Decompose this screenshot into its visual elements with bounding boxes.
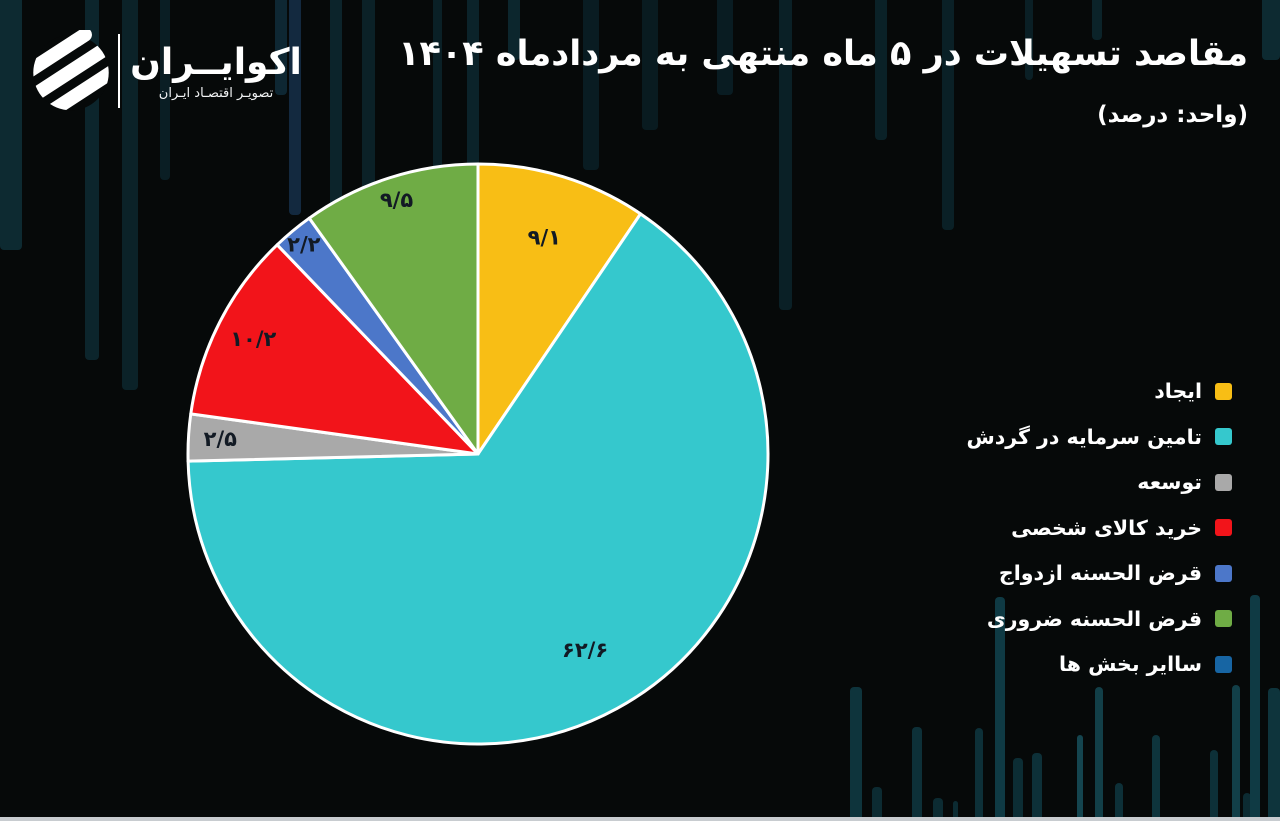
legend-swatch [1215, 655, 1232, 673]
background-bar [975, 728, 983, 821]
background-bar [850, 687, 862, 821]
legend-item: ساایر بخش ها [966, 649, 1232, 679]
background-bar [362, 0, 375, 200]
background-bar [642, 0, 658, 130]
legend-label: قرض الحسنه ضروری [986, 606, 1202, 631]
background-bar [1250, 595, 1260, 821]
legend-label: تامین سرمایه در گردش [966, 424, 1202, 449]
background-bar [912, 727, 922, 821]
unit-note: (واحد: درصد) [1097, 102, 1248, 128]
background-bar [1210, 750, 1218, 821]
legend-label: ایجاد [1154, 379, 1202, 403]
legend-label: ساایر بخش ها [1059, 652, 1202, 676]
legend-item: توسعه [966, 467, 1232, 497]
background-bar [1032, 753, 1042, 821]
legend-item: قرض الحسنه ازدواج [966, 558, 1232, 588]
background-bar [1152, 735, 1160, 821]
legend-label: قرض الحسنه ازدواج [998, 561, 1202, 585]
brand-text: اکوایــران تصویـر اقتصـاد ایـران [130, 41, 302, 101]
background-bar [1095, 687, 1103, 821]
bottom-edge-strip [0, 817, 1280, 821]
background-bar [508, 0, 520, 60]
chart-legend: ایجاد تامین سرمایه در گردش توسعه خرید کالای… [966, 376, 1232, 695]
background-bar [583, 0, 599, 170]
background-bar [995, 597, 1005, 821]
legend-label: توسعه [1137, 470, 1202, 494]
legend-swatch [1215, 473, 1232, 491]
background-bar [275, 0, 287, 95]
pie-slice-value-label: ۹/۱ [528, 226, 561, 250]
legend-swatch [1215, 610, 1232, 627]
background-bar [953, 801, 958, 821]
background-bar [872, 787, 882, 821]
background-bar [1268, 688, 1280, 821]
legend-item: تامین سرمایه در گردش [966, 422, 1232, 452]
pie-slice-value-label: ۶۲/۶ [562, 638, 608, 662]
background-bar [1013, 758, 1023, 821]
legend-item: قرض الحسنه ضروری [966, 604, 1232, 634]
background-bar [1115, 783, 1123, 821]
pie-slice-value-label: ۲/۲ [287, 232, 320, 256]
pie-slice [186, 212, 770, 746]
pie-slice [307, 162, 480, 456]
legend-swatch [1215, 382, 1232, 400]
legend-item: خرید کالای شخصی [966, 513, 1232, 543]
background-bar [1025, 0, 1033, 80]
page-title: مقاصد تسهیلات در ۵ ماه منتهی به مردادماه… [398, 34, 1248, 74]
legend-item: ایجاد [966, 376, 1232, 406]
pie-slice [476, 162, 643, 456]
background-bar [1232, 685, 1240, 821]
background-bar [1262, 0, 1280, 60]
background-bar [160, 0, 170, 180]
background-bar [875, 0, 887, 140]
pie-slice-value-label: ۲/۵ [204, 427, 237, 451]
background-bar [933, 798, 943, 821]
legend-swatch [1215, 428, 1232, 445]
background-bar [122, 0, 138, 390]
background-bar [717, 0, 733, 95]
brand-tagline: تصویـر اقتصـاد ایـران [158, 86, 274, 102]
background-bar [1243, 793, 1251, 821]
brand-wordmark: اکوایــران [130, 41, 302, 83]
brand-logo: اکوایــران تصویـر اقتصـاد ایـران [30, 30, 302, 112]
pie-chart: ۹/۱ ۶۲/۶ ۲/۵ ۱۰/۲ ۲/۲ ۹/۵ [178, 154, 778, 754]
legend-swatch [1215, 564, 1232, 582]
legend-swatch [1215, 519, 1232, 536]
background-bar [289, 0, 301, 215]
background-bar [942, 0, 954, 230]
pie-chart-svg: ۹/۱ ۶۲/۶ ۲/۵ ۱۰/۲ ۲/۲ ۹/۵ [186, 162, 770, 746]
legend-label: خرید کالای شخصی [1011, 515, 1202, 540]
brand-divider [118, 34, 120, 108]
background-bar [1077, 735, 1083, 821]
background-bar [779, 0, 792, 310]
pie-slice-value-label: ۱۰/۲ [230, 327, 276, 351]
ecoiran-emblem-icon [33, 30, 109, 111]
pie-slice [189, 243, 480, 456]
background-bar [1092, 0, 1102, 40]
background-bar [0, 0, 22, 250]
pie-slice-value-label: ۹/۵ [380, 188, 413, 212]
